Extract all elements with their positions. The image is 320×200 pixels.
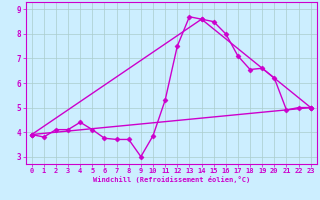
X-axis label: Windchill (Refroidissement éolien,°C): Windchill (Refroidissement éolien,°C) <box>92 176 250 183</box>
